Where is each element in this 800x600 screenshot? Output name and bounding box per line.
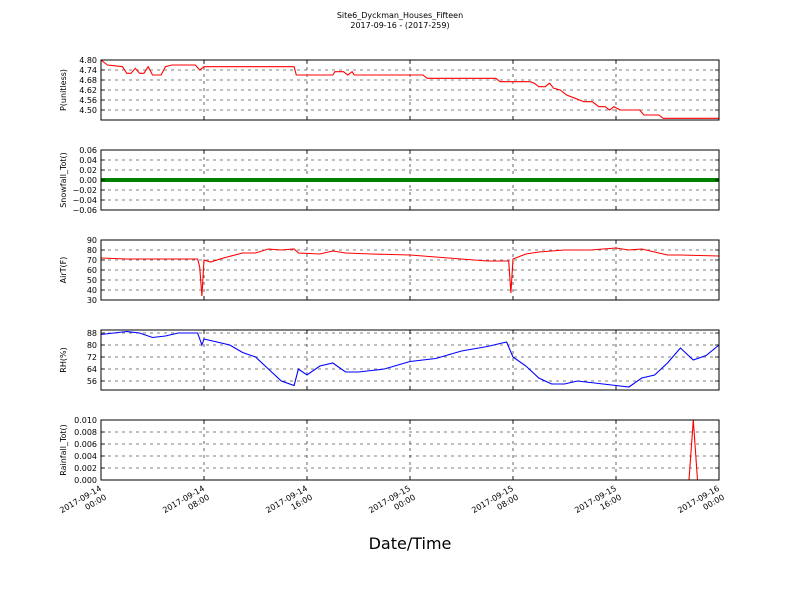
x-tick-label: 2017-09-1400:00 xyxy=(58,484,108,524)
y-tick-label: 0.04 xyxy=(79,156,97,165)
x-tick-label: 2017-09-1408:00 xyxy=(161,484,211,524)
y-tick-label: 60 xyxy=(87,266,97,275)
y-tick-label: 4.80 xyxy=(79,56,97,65)
y-tick-label: 90 xyxy=(87,236,97,245)
chart-title: Site6_Dyckman_Houses_Fifteen xyxy=(336,11,464,20)
x-tick-label: 2017-09-1508:00 xyxy=(470,484,520,524)
y-tick-label: 80 xyxy=(87,246,97,255)
x-tick-label: 2017-09-1500:00 xyxy=(367,484,417,524)
y-tick-label: −0.02 xyxy=(72,186,97,195)
y-tick-label: 0.000 xyxy=(74,476,97,485)
x-tick-label: 2017-09-1416:00 xyxy=(264,484,314,524)
y-tick-label: 50 xyxy=(87,276,97,285)
y-tick-label: 0.006 xyxy=(74,440,97,449)
y-tick-label: 0.004 xyxy=(74,452,97,461)
y-tick-label: 56 xyxy=(87,377,97,386)
series-line xyxy=(100,247,720,297)
panel-5: 0.010 0.008 0.006 0.004 0.002 0.000 Rainfall_T… xyxy=(59,416,720,485)
y-tick-label: −0.04 xyxy=(72,196,97,205)
y-tick-label: −0.06 xyxy=(72,206,97,215)
y-tick-label: 40 xyxy=(87,286,97,295)
y-tick-label: 4.62 xyxy=(79,86,97,95)
x-tick-label: 2017-09-1516:00 xyxy=(573,484,623,524)
y-axis-label: RH(%) xyxy=(59,347,68,372)
panel-1: 4.804.744.684.624.564.50 P(unitless) xyxy=(59,56,720,121)
y-tick-label: 80 xyxy=(87,341,97,350)
panel-4: 88 80 72 64 56 RH(%) xyxy=(59,329,720,391)
y-axis-label: Rainfall_Tot() xyxy=(59,424,68,476)
y-axis-label: Snowfall_Tot() xyxy=(59,152,68,208)
x-axis-label: Date/Time xyxy=(368,534,452,553)
y-tick-label: 0.06 xyxy=(79,146,97,155)
y-tick-label: 0.002 xyxy=(74,464,97,473)
y-tick-label: 88 xyxy=(87,329,97,338)
y-axis-label: AirT(F) xyxy=(59,257,68,284)
y-tick-label: 64 xyxy=(87,365,97,374)
series-line xyxy=(100,330,720,388)
y-tick-label: 4.74 xyxy=(79,66,97,75)
y-tick-label: 70 xyxy=(87,256,97,265)
y-tick-label: 4.56 xyxy=(79,96,97,105)
y-axis-label: P(unitless) xyxy=(59,69,68,111)
panel-2: 0.060.040.020.00−0.02−0.04−0.06 Snowfall_… xyxy=(59,146,720,215)
y-tick-label: 0.010 xyxy=(74,416,97,425)
y-tick-label: 72 xyxy=(87,353,97,362)
y-tick-label: 4.68 xyxy=(79,76,97,85)
y-tick-label: 30 xyxy=(87,296,97,305)
series-line xyxy=(100,59,719,119)
chart-subtitle: 2017-09-16 - (2017-259) xyxy=(350,21,450,30)
y-tick-label: 0.02 xyxy=(79,166,97,175)
y-tick-label: 0.008 xyxy=(74,428,97,437)
y-tick-label: 4.50 xyxy=(79,106,97,115)
y-tick-label: 0.00 xyxy=(79,176,97,185)
x-tick-label: 2017-09-1600:00 xyxy=(676,484,726,524)
